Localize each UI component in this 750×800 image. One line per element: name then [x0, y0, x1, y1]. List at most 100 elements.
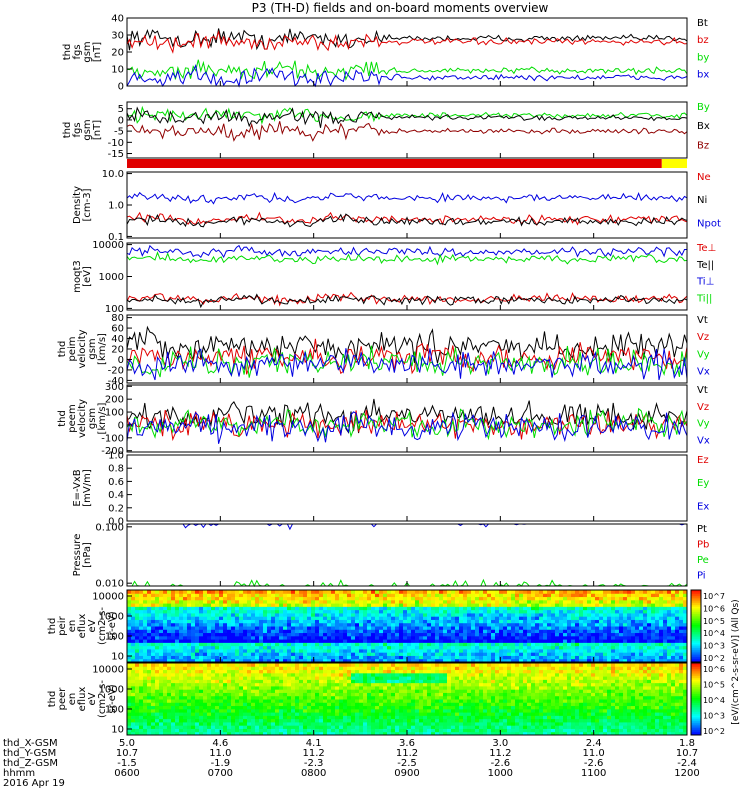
heatmap-cell: [131, 626, 136, 630]
heatmap-cell: [251, 606, 256, 611]
heatmap-cell: [507, 652, 512, 656]
heatmap-cell: [251, 609, 256, 614]
heatmap-cell: [595, 639, 600, 643]
heatmap-cell: [343, 672, 348, 677]
heatmap-cell: [343, 609, 348, 614]
heatmap-cell: [479, 648, 484, 653]
heatmap-cell: [343, 663, 348, 667]
heatmap-cell: [175, 705, 180, 710]
heatmap-cell: [339, 596, 344, 601]
heatmap-cell: [403, 648, 408, 653]
heatmap-cell: [191, 666, 196, 671]
heatmap-cell: [295, 596, 300, 601]
heatmap-cell: [135, 606, 140, 611]
heatmap-cell: [343, 603, 348, 607]
heatmap-cell: [363, 616, 368, 620]
heatmap-cell: [331, 612, 336, 617]
heatmap-cell: [187, 606, 192, 611]
heatmap-cell: [643, 639, 648, 643]
heatmap-cell: [435, 616, 440, 620]
heatmap-cell: [163, 642, 168, 647]
heatmap-cell: [191, 603, 196, 607]
heatmap-cell: [271, 626, 276, 630]
heatmap-cell: [239, 712, 244, 716]
heatmap-cell: [267, 715, 272, 720]
y-tick-label: 300: [105, 382, 124, 393]
heatmap-cell: [611, 619, 616, 624]
heatmap-cell: [611, 655, 616, 660]
heatmap-cell: [459, 612, 464, 617]
y-label-line: peir: [57, 615, 68, 635]
heatmap-cell: [435, 645, 440, 650]
heatmap-cell: [411, 606, 416, 611]
heatmap-cell: [527, 632, 532, 637]
heatmap-cell: [539, 609, 544, 614]
heatmap-cell: [239, 658, 244, 663]
heatmap-cell: [679, 616, 684, 620]
heatmap-cell: [567, 629, 572, 634]
heatmap-cell: [427, 609, 432, 614]
heatmap-cell: [531, 655, 536, 660]
heatmap-cell: [631, 632, 636, 637]
heatmap-cell: [499, 658, 504, 663]
heatmap-cell: [359, 669, 364, 674]
heatmap-cell: [427, 606, 432, 611]
heatmap-cell: [399, 715, 404, 720]
heatmap-cell: [507, 645, 512, 650]
heatmap-cell: [155, 728, 160, 733]
heatmap-cell: [439, 632, 444, 637]
heatmap-cell: [307, 626, 312, 630]
heatmap-cell: [519, 622, 524, 627]
heatmap-cell: [459, 606, 464, 611]
heatmap-cell: [335, 715, 340, 720]
heatmap-cell: [603, 616, 608, 620]
heatmap-cell: [671, 626, 676, 630]
heatmap-cell: [131, 599, 136, 604]
heatmap-cell: [175, 728, 180, 733]
heatmap-cell: [167, 606, 172, 611]
heatmap-cell: [155, 669, 160, 674]
heatmap-cell: [235, 622, 240, 627]
heatmap-cell: [603, 635, 608, 640]
heatmap-cell: [235, 629, 240, 634]
heatmap-cell: [335, 658, 340, 663]
heatmap-cell: [199, 648, 204, 653]
heatmap-cell: [171, 725, 176, 729]
heatmap-cell: [595, 616, 600, 620]
heatmap-cell: [503, 603, 508, 607]
heatmap-cell: [195, 685, 200, 690]
heatmap-cell: [615, 642, 620, 647]
heatmap-cell: [231, 695, 236, 700]
heatmap-cell: [571, 658, 576, 663]
heatmap-cell: [383, 721, 388, 726]
heatmap-cell: [331, 642, 336, 647]
heatmap-cell: [451, 652, 456, 656]
heatmap-cell: [339, 672, 344, 677]
heatmap-cell: [351, 626, 356, 630]
heatmap-cell: [567, 642, 572, 647]
heatmap-cell: [383, 635, 388, 640]
heatmap-cell: [367, 715, 372, 720]
heatmap-cell: [635, 596, 640, 601]
heatmap-cell: [271, 692, 276, 697]
heatmap-cell: [223, 658, 228, 663]
heatmap-cell: [175, 666, 180, 671]
heatmap-cell: [391, 679, 396, 684]
heatmap-cell: [323, 632, 328, 637]
heatmap-cell: [675, 612, 680, 617]
heatmap-cell: [523, 593, 528, 598]
heatmap-cell: [399, 599, 404, 604]
y-label-line: fgs: [72, 44, 83, 59]
heatmap-cell: [351, 612, 356, 617]
heatmap-cell: [135, 712, 140, 716]
heatmap-cell: [183, 676, 188, 680]
heatmap-cell: [523, 629, 528, 634]
heatmap-cell: [203, 596, 208, 601]
heatmap-cell: [287, 702, 292, 707]
heatmap-cell: [355, 663, 360, 667]
heatmap-cell: [395, 725, 400, 729]
heatmap-cell: [651, 635, 656, 640]
heatmap-cell: [287, 718, 292, 723]
heatmap-cell: [171, 705, 176, 710]
heatmap-cell: [327, 648, 332, 653]
